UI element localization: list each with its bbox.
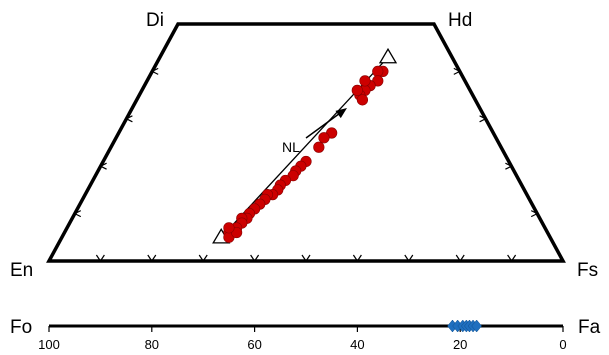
pyroxene-point (223, 222, 235, 234)
olivine-tick-label: 80 (145, 337, 159, 352)
tick-mark (479, 115, 487, 123)
tick-mark (95, 254, 105, 263)
pyroxene-point (356, 94, 369, 106)
olivine-tick-label: 100 (38, 337, 60, 352)
tick-mark (530, 210, 539, 218)
olivine-point (471, 319, 482, 333)
nl-arrow (305, 111, 342, 139)
corner-label-en: En (10, 260, 33, 281)
olivine-tick-label: 60 (247, 337, 261, 352)
pyroxene-points (223, 65, 389, 243)
tick-mark (455, 254, 465, 263)
tick-mark (505, 162, 513, 170)
corner-label-di: Di (146, 10, 164, 31)
olivine-axis: 100 80 60 40 20 0 Fo Fa (10, 317, 601, 352)
pyroxene-point (313, 141, 325, 153)
pyroxene-point (351, 84, 363, 96)
pyroxene-point (359, 75, 371, 87)
pyroxene-quadrilateral: Di Hd En Fs NL (10, 10, 598, 281)
corner-label-hd: Hd (448, 10, 472, 31)
tick-mark (453, 67, 462, 75)
nl-annotation-label: NL (282, 139, 300, 155)
tick-mark (147, 254, 157, 263)
tick-mark (352, 254, 362, 263)
quadrilateral-ticks (73, 67, 539, 263)
quadrilateral-outline (46, 22, 566, 263)
tick-mark (507, 254, 517, 263)
tick-mark (301, 254, 311, 263)
tick-mark (99, 162, 107, 170)
olivine-axis-ticks: 100 80 60 40 20 0 (38, 326, 567, 352)
tie-line-endpoint-upper (378, 47, 398, 64)
tick-mark (198, 254, 208, 263)
tick-mark (150, 67, 159, 75)
olivine-tick-label: 20 (453, 337, 467, 352)
end-member-label-fa: Fa (578, 317, 601, 338)
tick-mark (125, 115, 133, 123)
tick-mark (404, 254, 414, 263)
corner-label-fs: Fs (577, 260, 598, 281)
nl-arrowhead (335, 108, 347, 119)
olivine-tick-label: 40 (350, 337, 364, 352)
olivine-points (447, 319, 482, 333)
pyroxene-point (372, 65, 384, 77)
tick-mark (250, 254, 260, 263)
pyroxene-point (318, 132, 330, 144)
end-member-label-fo: Fo (10, 317, 32, 338)
tick-mark (73, 210, 82, 218)
olivine-tick-label: 0 (559, 337, 566, 352)
